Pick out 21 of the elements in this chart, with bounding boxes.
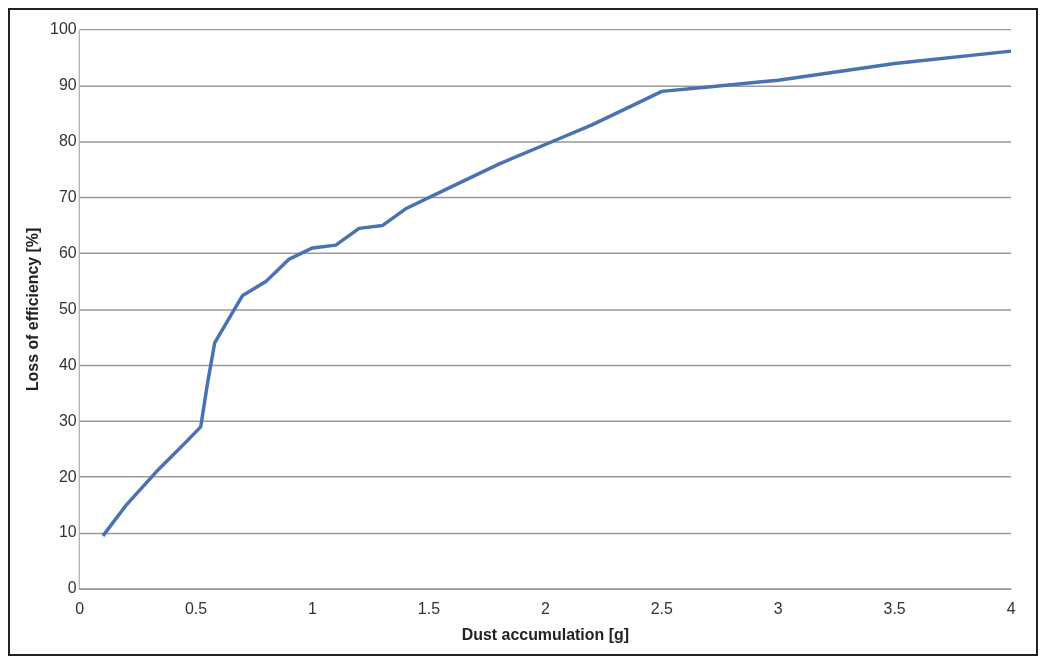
y-tick-label: 10 (58, 523, 77, 541)
y-tick-label: 40 (58, 355, 77, 373)
x-tick-label: 0.5 (184, 599, 208, 617)
y-axis-title: Loss of efficiency [%] (23, 227, 41, 392)
y-tick-label: 20 (58, 467, 77, 485)
y-tick-label: 70 (58, 188, 77, 205)
y-tick-label: 0 (67, 579, 77, 597)
y-tick-label: 50 (58, 299, 77, 317)
x-tick-label: 2 (540, 599, 550, 617)
x-tick-label: 4 (1006, 599, 1016, 617)
x-tick-label: 1 (308, 599, 318, 617)
x-tick-label: 3.5 (883, 599, 906, 617)
y-tick-label: 90 (58, 76, 77, 94)
x-axis-title: Dust accumulation [g] (461, 625, 629, 643)
y-tick-label: 80 (58, 132, 77, 150)
x-tick-label: 3 (773, 599, 783, 617)
x-tick-label: 1.5 (417, 599, 441, 617)
x-tick-label: 2.5 (650, 599, 674, 617)
y-tick-label: 100 (50, 20, 77, 38)
y-tick-label: 60 (58, 243, 77, 261)
y-tick-label: 30 (58, 411, 77, 429)
